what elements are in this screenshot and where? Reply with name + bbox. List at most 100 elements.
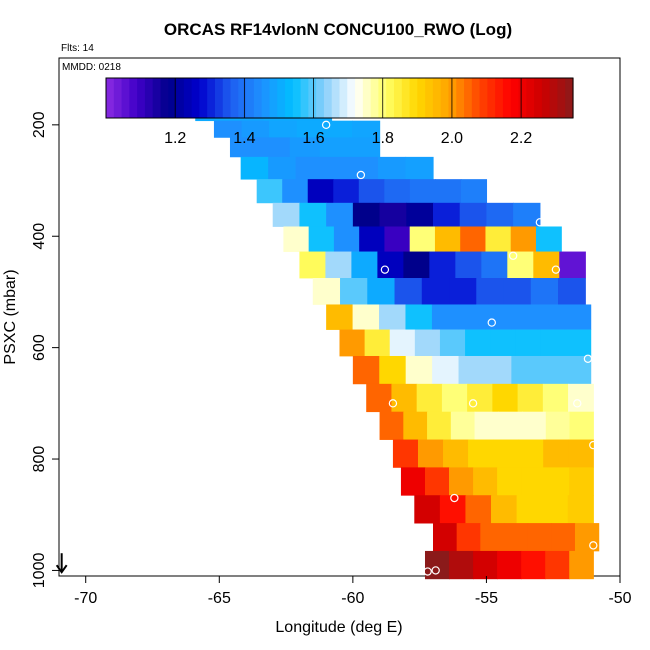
heatmap-cell [333,226,360,252]
colorbar-frame [105,77,574,119]
colorbar-segment [347,78,356,118]
heatmap-cell [491,495,518,524]
heatmap-cell [391,383,418,413]
heatmap-cell [326,304,354,330]
heatmap-cell [351,120,381,138]
y-tick-label: 600 [31,334,48,361]
heatmap-cell [511,304,539,330]
colorbar-segment [222,78,232,118]
heatmap-cell [414,329,441,357]
heatmap-cell [456,523,481,552]
x-tick-label: -50 [608,590,631,607]
colorbar-segment [331,78,341,118]
y-tick-label: 200 [31,111,48,138]
colorbar-segment [417,78,426,118]
heatmap-cell [540,329,567,357]
plot-frame [58,57,621,577]
heatmap-cell [299,251,327,279]
sample-point [380,265,390,274]
heatmap-cell [481,251,508,279]
colorbar-segment [456,78,465,118]
heatmap-cell [394,278,423,305]
heatmap-cell [493,439,519,468]
colorbar-segment [121,78,130,118]
y-tick-label: 1000 [31,553,48,589]
colorbar-tick-label: 2.2 [510,130,532,147]
colorbar-segment [487,78,496,118]
heatmap-cell [424,467,450,496]
heatmap-cell [384,179,411,204]
heatmap-cell [449,550,474,580]
heatmap-cell [323,156,352,180]
sample-point [551,265,561,274]
heatmap-cell [269,120,298,138]
heatmap-cell [507,251,534,279]
heatmap-cell [352,202,381,227]
heatmap-cell [427,411,452,440]
colorbar-segment [502,78,512,118]
sample-point [450,493,459,503]
heatmap-cell [367,278,396,305]
heatmap-cell [484,304,512,330]
colorbar-segment [471,78,481,118]
heatmap-cell [240,156,269,180]
heatmap-cell [516,495,543,524]
heatmap-cell [421,278,450,305]
colorbar-segment [479,78,488,118]
heatmap-cell [569,411,594,440]
heatmap-cell [476,278,505,305]
heatmap-cell [545,467,570,496]
heatmap-cell [485,226,512,252]
heatmap-cell [443,439,469,468]
heatmap-cell [484,355,512,385]
colorbar-segment [393,78,403,118]
heatmap-cell [467,383,493,413]
heatmap-cell [379,202,407,227]
colorbar-segment [230,78,239,118]
sample-point [321,120,331,130]
heatmap-cell [439,495,467,524]
heatmap-cell [351,251,378,279]
colorbar-segment [362,78,372,118]
heatmap-cell [379,411,404,440]
heatmap-cell [564,304,592,330]
heatmap-cell [473,467,498,496]
heatmap-cell [289,137,321,158]
colorbar-segment [518,78,527,118]
colorbar-segment [285,78,294,118]
colorbar-segment [106,78,115,118]
colorbar-segment [401,78,411,118]
colorbar-segment [549,78,559,118]
colorbar-segment [409,78,418,118]
y-axis: 200 400 600 800 1000 [31,111,59,588]
colorbar-segment [168,78,177,118]
date-label: MMDD: 0218 [62,62,121,73]
sample-point [589,541,598,550]
heatmap-cell [283,226,310,252]
y-axis-title: PSXC (mbar) [2,269,19,364]
sample-point [508,251,518,260]
heatmap-cell [389,329,416,357]
heatmap-cell [450,411,476,440]
heatmap-cell [256,179,283,204]
colorbar-segment [277,78,286,118]
heatmap-cell [455,251,482,279]
heatmap-cell [379,304,407,330]
heatmap-cell [229,137,261,158]
colorbar-segment [246,78,255,118]
heatmap-cell [340,278,368,305]
heatmap-cell [359,226,386,252]
heatmap-cell [429,251,456,279]
heatmap-cell [515,329,541,357]
heatmap-cell [241,120,270,138]
wind-arrow [55,553,68,574]
x-tick-label: -65 [208,590,231,607]
heatmap-cell [535,226,562,252]
colorbar-segment [137,78,146,118]
heatmap-cell [272,202,301,227]
heatmap-cell [349,137,381,158]
heatmap-cell [433,523,458,552]
heatmap-cell [458,355,486,385]
flights-label: Flts: 14 [61,43,94,54]
heatmap-cell [569,467,594,496]
